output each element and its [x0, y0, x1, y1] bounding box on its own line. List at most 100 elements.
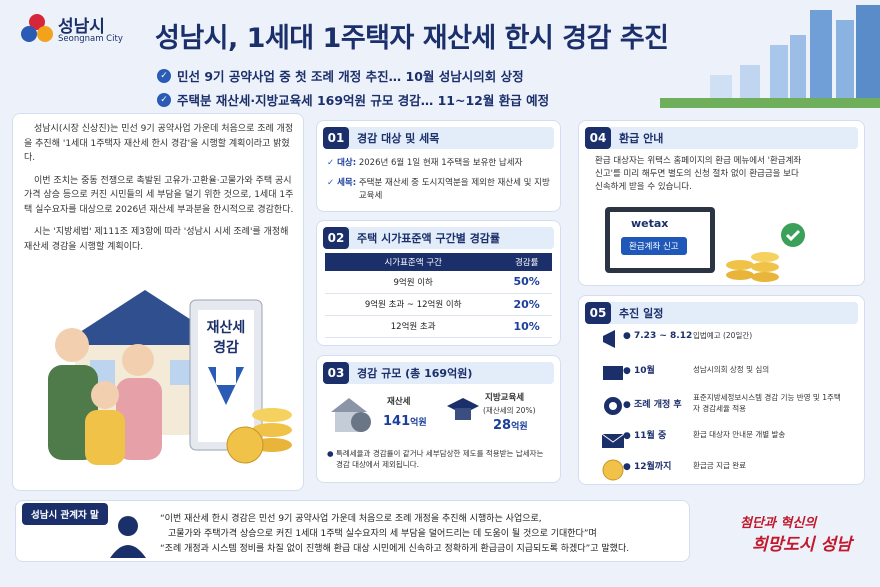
quote: “이번 재산세 한시 경감은 민선 9기 공약사업 가운데 처음으로 조례 개정… [160, 512, 629, 557]
rect [790, 35, 806, 105]
rows: 성남시의회 상정 및 심의 [693, 365, 770, 374]
section-panel: 03 경감 규모 (총 169억원) 재산세 141억원 지방교육세 (재산세의 … [316, 355, 561, 483]
rect [836, 20, 854, 105]
rect [740, 65, 760, 105]
illustration [48, 290, 292, 465]
rows: 11월 중 [634, 431, 667, 441]
title: 환급 안내 [619, 132, 664, 145]
label: 지방교육세 [485, 393, 525, 403]
note: 특례세율과 경감률이 같거나 세부담상한 제도를 적용받는 납세자는 경감 대상… [335, 449, 544, 469]
section-panel: 05 추진 일정 ● 7.23 ~ 8.12 입법예고 (20일간) ● 10월 성남… [578, 295, 865, 485]
header: 경감률 [501, 253, 552, 271]
rect [710, 75, 732, 105]
rect [455, 408, 471, 420]
rows: 조례 개정 후 [634, 399, 682, 410]
rows: 10월 [634, 366, 655, 376]
text: 환급 대상자는 위택스 홈페이지의 환급 메뉴에서 '환급계좌 신고'를 미리 … [595, 156, 802, 192]
ellipse [751, 272, 779, 282]
rows: 입법예고 (20일간) [693, 331, 753, 340]
circle [118, 516, 138, 536]
header: 시가표준액 구간 [325, 253, 502, 271]
number: 02 [323, 227, 349, 249]
speaker-icon [110, 516, 146, 558]
bullet: ✓ 민선 9기 공약사업 중 첫 조례 개정 추진… 10월 성남시의회 상정 [157, 66, 524, 85]
chk: ✓ [157, 92, 171, 107]
ellipse [726, 270, 754, 280]
sched-row: ● 10월 성남시의회 상정 및 심의 [623, 363, 880, 376]
sign: 경감 [213, 340, 239, 356]
section-panel: 01 경감 대상 및 세목 ✓ 대상: 2026년 6월 1일 현재 1주택을 보… [316, 120, 561, 212]
rows: 7.23 ~ 8.12 [634, 330, 693, 341]
lines: 고물가와 주택가격 상승으로 커진 1세대 1주택 실수요자의 세 부담을 덜어… [168, 529, 597, 539]
span: ✓ [327, 178, 338, 188]
circle [226, 426, 264, 464]
span: ● [327, 449, 336, 458]
ellipse [751, 262, 779, 272]
abs: 141억원 [383, 414, 427, 429]
screen-button: 환급계좌 신고 [621, 237, 687, 255]
circle [91, 381, 119, 409]
sec-head: 02 주택 시가표준액 구간별 경감률 [323, 227, 554, 249]
bullet: ✓ 주택분 재산세·지방교육세 169억원 규모 경감… 11~12월 환급 예정 [157, 90, 549, 109]
rows: 9억원 이하 [325, 271, 502, 294]
circle [29, 14, 45, 30]
sched-row: ● 조례 개정 후 표준지방세정보시스템 경감 기능 반영 및 1주택자 경감세율… [623, 392, 880, 414]
polygon [331, 398, 367, 412]
brand: wetax [631, 217, 669, 230]
circle [122, 344, 154, 376]
cap-icon [447, 398, 479, 420]
logo-ko: 성남시 [58, 17, 105, 37]
number: 04 [585, 127, 611, 149]
sec-head: 04 환급 안내 [585, 127, 858, 149]
sched-row: ● 12월까지 환급금 지급 완료 [623, 459, 880, 472]
circle [37, 26, 53, 42]
path [110, 545, 146, 558]
section-panel: 02 주택 시가표준액 구간별 경감률 시가표준액 구간 경감률 9억원 이하 50%… [316, 220, 561, 346]
intro: 성남시(시장 신상진)는 민선 9기 공약사업 가운데 처음으로 조례 개정을 … [24, 122, 296, 262]
circle [21, 26, 37, 42]
rows: 환급금 지급 완료 [693, 461, 747, 470]
sched-date: ● 12월까지 [623, 462, 672, 472]
sched-row: ● 11월 중 환급 대상자 안내문 개별 발송 [623, 428, 880, 441]
label: 대상: [337, 158, 357, 168]
rect [85, 410, 125, 465]
tr: 9억원 이하 50% [325, 271, 552, 294]
sched-date: ● 7.23 ~ 8.12 [623, 330, 693, 341]
house-icon [331, 398, 371, 432]
rate-table: 시가표준액 구간 경감률 9억원 이하 50% 9억원 초과 ~ 12억원 이하 20… [325, 253, 552, 338]
bullets: 민선 9기 공약사업 중 첫 조례 개정 추진… 10월 성남시의회 상정 [177, 69, 524, 84]
value: 28 [493, 418, 512, 433]
title: 주택 시가표준액 구간별 경감률 [357, 232, 501, 245]
sched-date: ● 11월 중 [623, 431, 667, 441]
sec-head: 03 경감 규모 (총 169억원) [323, 362, 554, 384]
ellipse [751, 252, 779, 262]
title: 성남시, 1세대 1주택자 재산세 한시 경감 추진 [155, 23, 669, 54]
sign: 재산세 [206, 320, 246, 336]
sec-head: 01 경감 대상 및 세목 [323, 127, 554, 149]
title: 경감 대상 및 세목 [357, 132, 440, 145]
tr: 12억원 초과 10% [325, 315, 552, 338]
abs: 시가표준액 구간 경감률 9억원 이하 50% 9억원 초과 ~ 12억원 이하 20… [325, 253, 552, 338]
lines: “조례 개정과 시스템 정비를 차질 없이 진행해 환급 대상 시민에게 신속하… [160, 544, 630, 554]
circle [609, 402, 617, 410]
rect [116, 378, 162, 460]
sched-row: ● 7.23 ~ 8.12 입법예고 (20일간) [623, 330, 880, 341]
text: 주택분 재산세 중 도시지역분을 제외한 재산세 및 지방교육세 [358, 178, 550, 201]
bullets: 주택분 재산세·지방교육세 169억원 규모 경감… 11~12월 환급 예정 [177, 93, 550, 108]
abs: ● 특례세율과 경감률이 같거나 세부담상한 제도를 적용받는 납세자는 경감 … [327, 448, 552, 470]
sec-head: 05 추진 일정 [585, 302, 858, 324]
abs: ✓ 대상: 2026년 6월 1일 현재 1주택을 보유한 납세자 [327, 157, 555, 170]
span: ✓ [327, 158, 338, 168]
number: 05 [585, 302, 611, 324]
tr: 9억원 초과 ~ 12억원 이하 20% [325, 293, 552, 316]
sched-date: ● 조례 개정 후 [623, 399, 682, 410]
slogan: 첨단과 혁신의 [740, 516, 817, 531]
label: 세목: [337, 178, 357, 188]
intro: 시는 '지방세법' 제111조 제3항에 따라 '성남시 시세 조례'를 개정해… [24, 227, 289, 252]
text: 2026년 6월 1일 현재 1주택을 보유한 납세자 [358, 158, 523, 168]
path [601, 433, 625, 443]
quote-label: 성남시 관계자 말 [22, 503, 108, 525]
rows: 20% [501, 293, 552, 316]
rect [810, 10, 832, 105]
